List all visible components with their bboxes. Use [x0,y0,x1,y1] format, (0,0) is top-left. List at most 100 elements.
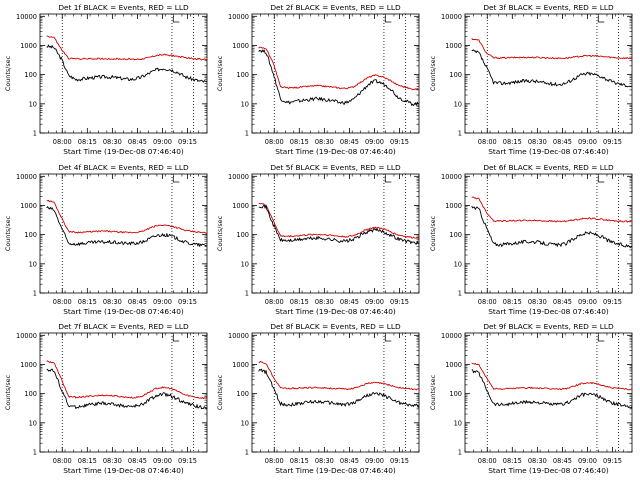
lld-series-line [471,362,633,391]
x-tick-label: 08:00 [265,298,284,306]
x-tick-label: 08:30 [528,298,547,306]
plot-frame [464,173,633,294]
plot-frame [251,13,420,134]
x-axis-label: Start Time (19-Dec-08 07:46:40) [488,307,609,316]
y-tick-label: 10 [454,419,462,427]
x-tick-label: 08:30 [528,138,547,146]
x-tick-label: 08:15 [290,138,309,146]
y-tick-label: 100 [24,231,37,239]
x-axis-label: Start Time (19-Dec-08 07:46:40) [275,147,396,156]
x-tick-label: 08:00 [53,298,72,306]
x-tick-label: 08:30 [528,457,547,465]
x-tick-label: 08:30 [103,457,122,465]
x-tick-label: 08:15 [290,457,309,465]
x-tick-label: 08:00 [478,457,497,465]
x-tick-label: 08:45 [128,298,147,306]
x-tick-label: 08:15 [503,298,522,306]
marker-glyph [172,176,180,183]
x-tick-label: 09:00 [153,457,172,465]
x-tick-label: 09:00 [153,138,172,146]
panel-title: Det 1f BLACK = Events, RED = LLD [58,3,189,12]
x-tick-label: 09:15 [178,457,197,465]
y-tick-label: 10000 [16,13,37,21]
x-tick-label: 09:15 [390,298,409,306]
panel-title: Det 3f BLACK = Events, RED = LLD [483,3,614,12]
events-series-line [258,49,420,106]
y-tick-label: 1000 [232,42,249,50]
x-tick-label: 09:00 [578,138,597,146]
lld-series-line [471,38,633,60]
x-tick-label: 08:15 [78,298,97,306]
x-tick-label: 08:45 [553,138,572,146]
y-axis-label: Counts/sec [4,215,12,251]
x-tick-label: 08:30 [315,457,334,465]
x-tick-label: 09:15 [603,457,622,465]
y-tick-label: 10 [454,100,462,108]
x-axis-label: Start Time (19-Dec-08 07:46:40) [63,147,184,156]
marker-glyph [384,176,392,183]
y-tick-label: 100 [24,390,37,398]
y-tick-label: 1 [458,449,462,457]
y-tick-label: 1 [33,130,37,138]
x-tick-label: 08:30 [315,298,334,306]
x-tick-label: 09:15 [603,298,622,306]
marker-glyph [172,16,180,23]
panel-title: Det 6f BLACK = Events, RED = LLD [483,163,614,172]
y-tick-label: 1 [458,130,462,138]
y-axis-label: Counts/sec [216,55,224,91]
y-tick-label: 100 [236,231,249,239]
x-tick-label: 09:15 [178,298,197,306]
lld-series-line [46,360,208,400]
x-tick-label: 08:45 [340,457,359,465]
x-tick-label: 08:30 [103,298,122,306]
panel-title: Det 8f BLACK = Events, RED = LLD [270,322,401,331]
panel-title: Det 9f BLACK = Events, RED = LLD [483,322,614,331]
x-tick-label: 08:45 [128,457,147,465]
x-tick-label: 08:00 [478,138,497,146]
marker-glyph [597,176,605,183]
y-axis-label: Counts/sec [4,55,12,91]
x-tick-label: 08:00 [53,457,72,465]
y-tick-label: 10000 [228,332,249,340]
y-tick-label: 10 [29,260,37,268]
y-tick-label: 1000 [445,202,462,210]
x-tick-label: 09:15 [603,138,622,146]
marker-glyph [597,16,605,23]
y-axis-label: Counts/sec [429,374,437,410]
y-tick-label: 1 [458,290,462,298]
y-tick-label: 10000 [441,332,462,340]
events-series-line [46,368,208,410]
marker-glyph [172,335,180,342]
x-tick-label: 08:00 [53,138,72,146]
x-tick-label: 08:15 [78,457,97,465]
x-axis-label: Start Time (19-Dec-08 07:46:40) [488,466,609,475]
y-tick-label: 10 [29,100,37,108]
x-tick-label: 08:30 [103,138,122,146]
marker-glyph [384,335,392,342]
x-tick-label: 08:00 [265,138,284,146]
events-series-line [46,206,208,247]
panel-title: Det 7f BLACK = Events, RED = LLD [58,322,189,331]
y-tick-label: 10 [454,260,462,268]
events-series-line [258,204,420,245]
y-tick-label: 10000 [228,13,249,21]
panel-title: Det 5f BLACK = Events, RED = LLD [270,163,401,172]
x-axis-label: Start Time (19-Dec-08 07:46:40) [488,147,609,156]
y-tick-label: 10000 [441,173,462,181]
y-axis-label: Counts/sec [4,374,12,410]
y-tick-label: 1000 [445,42,462,50]
plot-frame [464,332,633,453]
x-tick-label: 08:45 [340,138,359,146]
x-tick-label: 08:45 [340,298,359,306]
x-tick-label: 09:00 [365,138,384,146]
x-tick-label: 09:00 [153,298,172,306]
y-tick-label: 10 [241,100,249,108]
panel-title: Det 2f BLACK = Events, RED = LLD [270,3,401,12]
y-tick-label: 100 [24,71,37,79]
events-series-line [471,369,633,409]
y-tick-label: 100 [236,71,249,79]
x-tick-label: 09:15 [390,138,409,146]
y-tick-label: 10 [29,419,37,427]
y-tick-label: 1 [245,449,249,457]
